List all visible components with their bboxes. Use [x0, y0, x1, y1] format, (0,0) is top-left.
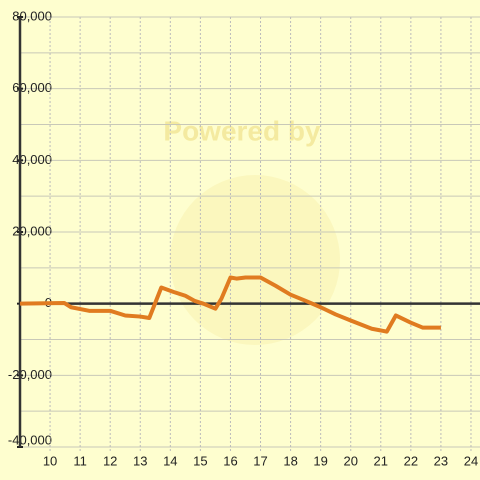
x-tick-label: 19: [313, 453, 327, 468]
y-tick-label: 40,000: [12, 152, 52, 167]
data-line: [19, 275, 441, 334]
x-tick-label: 12: [103, 453, 117, 468]
x-tick-label: 15: [193, 453, 207, 468]
watermark: Powered by: [163, 115, 321, 146]
watermark-logo: [170, 175, 340, 345]
x-tick-label: 14: [163, 453, 177, 468]
x-tick-label: 10: [43, 453, 57, 468]
y-tick-label: 80,000: [12, 8, 52, 23]
y-tick-label: -20,000: [8, 367, 52, 382]
x-tick-label: 11: [73, 453, 87, 468]
y-tick-label: 60,000: [12, 80, 52, 95]
x-tick-label: 13: [133, 453, 147, 468]
x-tick-label: 20: [343, 453, 357, 468]
y-tick-label: -40,000: [8, 432, 52, 447]
x-tick-label: 16: [223, 453, 237, 468]
x-tick-label: 24: [464, 453, 478, 468]
x-tick-label: 21: [374, 453, 388, 468]
x-tick-label: 22: [404, 453, 418, 468]
x-tick-label: 17: [253, 453, 267, 468]
x-tick-label: 23: [434, 453, 448, 468]
y-tick-label: 20,000: [12, 223, 52, 238]
x-tick-label: 18: [283, 453, 297, 468]
